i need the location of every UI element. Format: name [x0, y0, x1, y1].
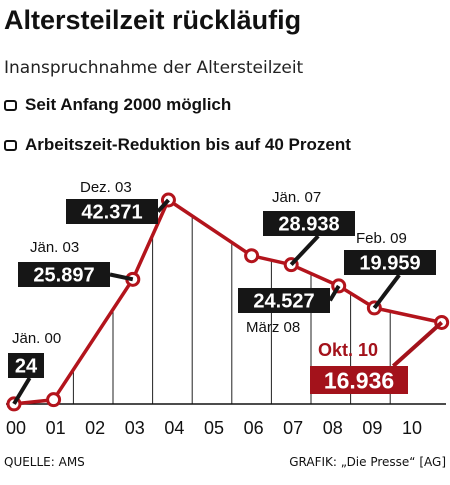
note-item-reduction: Arbeitszeit-Reduktion bis auf 40 Prozent: [4, 135, 351, 155]
callout-date: Feb. 09: [356, 230, 407, 247]
x-tick-label: 09: [362, 418, 382, 438]
callout-pointer: [289, 234, 320, 267]
source-label: QUELLE: AMS: [4, 455, 85, 469]
callout-box: [8, 353, 44, 378]
note-label: Arbeitszeit-Reduktion bis auf 40 Prozent: [25, 135, 351, 154]
callout-date: März 08: [246, 319, 300, 336]
checkbox-icon: [4, 99, 17, 111]
callout-value: 25.897: [33, 265, 94, 287]
callout-box: [18, 262, 110, 287]
callout-value: 19.959: [359, 253, 420, 275]
chart-subtitle: Inanspruchnahme der Altersteilzeit: [4, 58, 304, 78]
callout-value: 28.938: [278, 214, 339, 236]
callout-date: Okt. 10: [318, 340, 378, 360]
credit-label: GRAFIK: „Die Presse“ [AG]: [289, 455, 446, 469]
callout-pointer: [109, 272, 134, 282]
callout-box: [263, 211, 355, 236]
x-tick-label: 04: [164, 418, 184, 438]
x-tick-label: 02: [85, 418, 105, 438]
x-tick-label: 03: [125, 418, 145, 438]
callout-box: [238, 288, 330, 313]
x-tick-label: 10: [402, 418, 422, 438]
callout-value: 24: [15, 356, 38, 378]
callout-date: Jän. 00: [12, 330, 61, 347]
callout-value: 16.936: [324, 367, 394, 393]
callout-pointer: [328, 284, 341, 302]
callout-pointer: [391, 320, 444, 368]
data-point: [244, 248, 260, 264]
callout-date: Jän. 07: [272, 189, 321, 206]
note-item-start: Seit Anfang 2000 möglich: [4, 95, 231, 115]
data-point: [46, 392, 62, 408]
x-tick-label: 08: [323, 418, 343, 438]
x-tick-label: 07: [283, 418, 303, 438]
chart-title: Altersteilzeit rückläufig: [4, 5, 302, 35]
x-tick-label: 01: [46, 418, 66, 438]
callout-value: 24.527: [253, 291, 314, 313]
callout-date: Dez. 03: [80, 179, 132, 196]
callout-value: 42.371: [81, 202, 142, 224]
callout-pointer: [156, 198, 170, 213]
callout-pointer: [372, 273, 401, 310]
callout-date: Jän. 03: [30, 239, 79, 256]
callout-box: [344, 250, 436, 275]
checkbox-icon: [4, 139, 17, 151]
x-tick-label: 06: [244, 418, 264, 438]
x-tick-label: 00: [6, 418, 26, 438]
callout-box: [66, 199, 158, 224]
x-tick-label: 05: [204, 418, 224, 438]
note-label: Seit Anfang 2000 möglich: [25, 95, 232, 114]
callout-pointer: [12, 376, 32, 405]
callout-box: [310, 366, 408, 394]
